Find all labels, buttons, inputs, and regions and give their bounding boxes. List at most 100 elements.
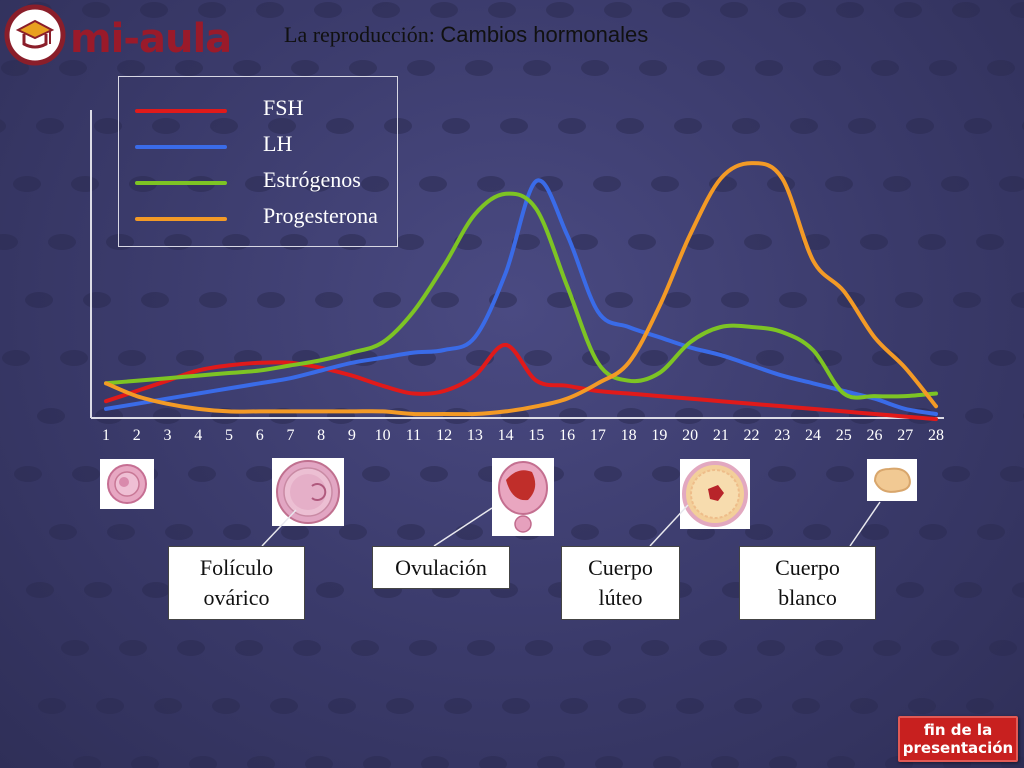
label-foliculo-ovarico: Folículo ovárico <box>168 546 305 620</box>
label-ovulacion: Ovulación <box>372 546 510 589</box>
legend-label-estrogenos: Estrógenos <box>263 167 361 192</box>
x-tick-label: 7 <box>286 427 295 444</box>
background-dot <box>779 292 807 308</box>
x-tick-label: 6 <box>255 427 264 444</box>
page-title: La reproducción: Cambios hormonales <box>284 22 648 48</box>
background-dot <box>316 582 344 598</box>
background-dot <box>210 118 238 134</box>
background-dot <box>140 2 168 18</box>
background-dot <box>293 640 321 656</box>
background-dot <box>363 756 391 768</box>
background-dot <box>328 698 356 714</box>
background-dot <box>72 466 100 482</box>
x-tick-label: 24 <box>805 427 822 444</box>
background-dot <box>396 234 424 250</box>
chart-legend: FSH LH Estrógenos Progesterona <box>118 76 398 247</box>
background-dot <box>314 2 342 18</box>
x-tick-label: 2 <box>132 427 141 444</box>
background-dot <box>386 698 414 714</box>
background-dot <box>560 698 588 714</box>
background-dot <box>270 698 298 714</box>
background-dot <box>639 60 667 76</box>
background-dot <box>13 176 41 192</box>
background-dot <box>860 234 888 250</box>
x-tick-label: 15 <box>528 427 545 444</box>
label-ovulacion-text: Ovulación <box>395 554 487 580</box>
background-dot <box>38 698 66 714</box>
legend-swatch-fsh <box>135 109 227 113</box>
background-dot <box>976 234 1004 250</box>
label-cuerpo-luteo-line2: lúteo <box>598 585 643 610</box>
background-dot <box>49 524 77 540</box>
background-dot <box>999 176 1024 192</box>
label-cuerpo-blanco-line1: Cuerpo <box>775 555 840 580</box>
background-dot <box>628 234 656 250</box>
background-dot <box>82 2 110 18</box>
background-dot <box>247 756 275 768</box>
background-dot <box>883 176 911 192</box>
background-dot <box>734 698 762 714</box>
background-dot <box>653 756 681 768</box>
background-dot <box>896 582 924 598</box>
series-line-progesterona <box>104 161 938 417</box>
background-dot <box>652 466 680 482</box>
background-dot <box>906 118 934 134</box>
x-tick-label: 3 <box>163 427 172 444</box>
background-dot <box>604 2 632 18</box>
background-dot <box>467 640 495 656</box>
background-dot <box>2 350 30 366</box>
background-dot <box>141 292 169 308</box>
background-dot <box>768 466 796 482</box>
background-dot <box>618 698 646 714</box>
background-dot <box>233 60 261 76</box>
x-tick-label: 14 <box>497 427 514 444</box>
background-dot <box>421 756 449 768</box>
series-line-fsh <box>104 342 938 422</box>
background-dot <box>59 60 87 76</box>
connector-ovulacion <box>433 507 493 547</box>
background-dot <box>477 176 505 192</box>
background-dot <box>977 524 1005 540</box>
x-tick-label: 1 <box>102 427 110 444</box>
background-dot <box>966 698 994 714</box>
background-dot <box>431 292 459 308</box>
x-tick-label: 9 <box>347 427 356 444</box>
background-dot <box>48 234 76 250</box>
background-dot <box>825 176 853 192</box>
label-foliculo-line1: Folículo <box>199 555 274 580</box>
end-presentation-button[interactable]: fin de la presentación <box>898 716 1018 762</box>
background-dot <box>1010 2 1024 18</box>
background-dot <box>176 350 204 366</box>
background-dot <box>790 118 818 134</box>
background-dot <box>512 234 540 250</box>
background-dot <box>559 408 587 424</box>
background-dot <box>305 756 333 768</box>
background-dot <box>257 292 285 308</box>
x-tick-label: 11 <box>405 427 422 444</box>
background-dot <box>362 466 390 482</box>
thumb-corpus-luteum <box>680 459 750 529</box>
background-dot <box>175 60 203 76</box>
background-dot <box>397 524 425 540</box>
legend-swatch-progesterona <box>135 217 227 221</box>
background-dot <box>349 60 377 76</box>
background-dot <box>616 118 644 134</box>
background-dot <box>525 640 553 656</box>
x-tick-label: 23 <box>774 427 791 444</box>
follicle-small-icon <box>107 464 147 504</box>
background-dot <box>1012 582 1024 598</box>
background-dot <box>675 408 703 424</box>
background-dot <box>778 2 806 18</box>
background-dot <box>94 118 122 134</box>
svg-text:mi-aula: mi-aula <box>70 16 231 62</box>
background-dot <box>791 408 819 424</box>
legend-item-lh: LH <box>135 131 395 161</box>
background-dot <box>198 2 226 18</box>
background-dot <box>733 408 761 424</box>
background-dot <box>95 408 123 424</box>
x-tick-label: 27 <box>897 427 914 444</box>
x-tick-label: 22 <box>743 427 760 444</box>
background-dot <box>593 176 621 192</box>
background-dot <box>894 2 922 18</box>
